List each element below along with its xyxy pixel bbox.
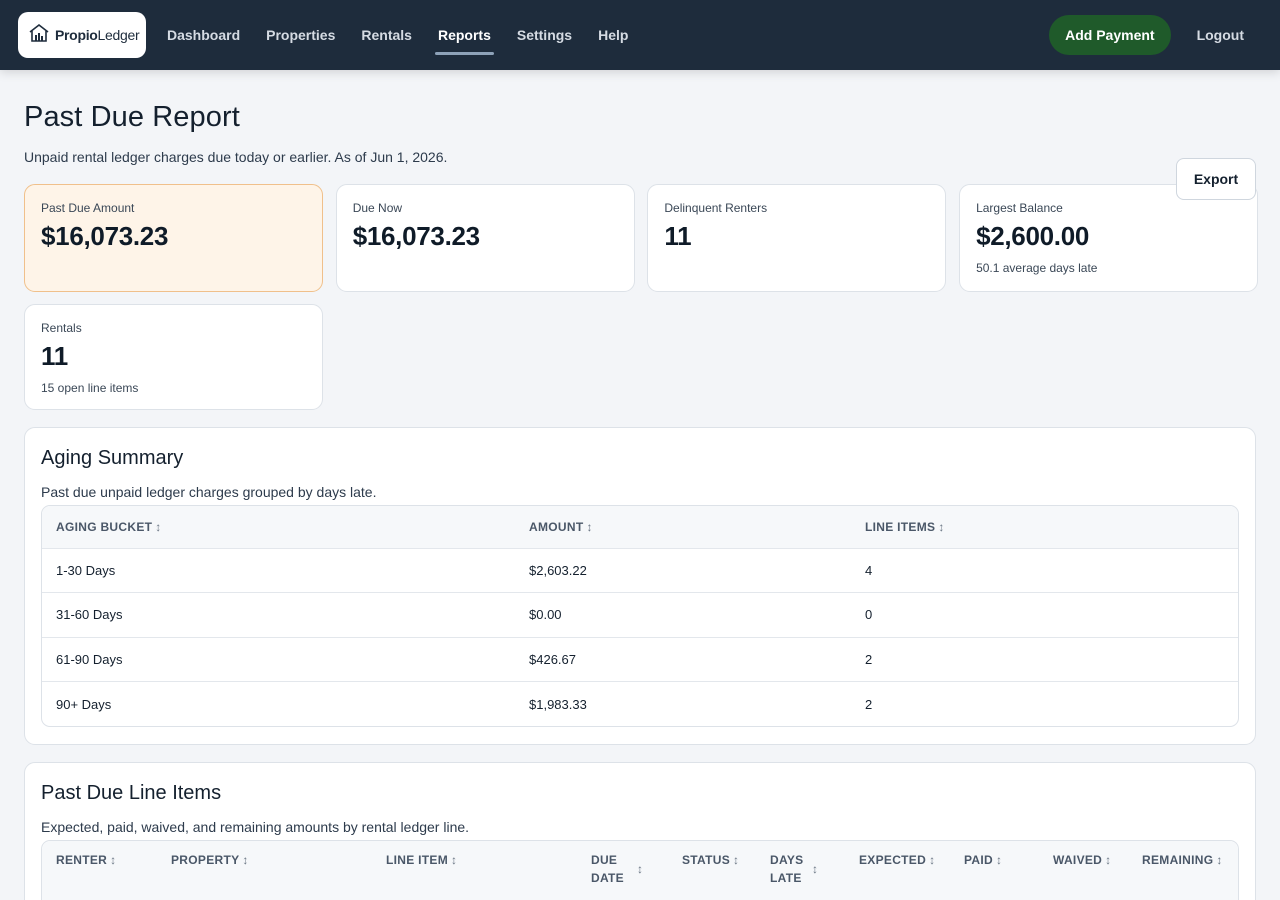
line-items-table: RENTER ↕ PROPERTY ↕ LINE ITEM ↕ DUE DATE ↕ ST… — [41, 840, 1239, 900]
logo[interactable]: PropioLedger — [18, 12, 146, 58]
sort-arrows-icon: ↕ — [812, 862, 819, 876]
sort-arrows-icon: ↕ — [938, 519, 945, 534]
sort-arrows-icon: ↕ — [929, 853, 936, 867]
column-header-renter[interactable]: RENTER ↕ — [56, 853, 117, 867]
line-items-header-row: RENTER ↕ PROPERTY ↕ LINE ITEM ↕ DUE DATE ↕ ST… — [42, 841, 1238, 900]
column-header-due-date[interactable]: DUE DATE ↕ — [591, 853, 644, 885]
column-header-property[interactable]: PROPERTY ↕ — [171, 853, 249, 867]
cell-line-items: 4 — [851, 547, 1238, 593]
column-header-line-item[interactable]: LINE ITEM ↕ — [386, 853, 458, 867]
stats-grid: Past Due Amount $16,073.23 Due Now $16,0… — [24, 184, 1259, 410]
line-items-title: Past Due Line Items — [41, 782, 222, 804]
add-payment-button[interactable]: Add Payment — [1049, 15, 1171, 55]
stat-card-delinquent-renters: Delinquent Renters 11 — [647, 184, 947, 292]
export-button[interactable]: Export — [1176, 158, 1256, 200]
stat-label: Largest Balance — [976, 201, 1063, 215]
stat-value: 11 — [41, 341, 68, 371]
stat-label: Due Now — [352, 201, 403, 215]
sort-arrows-icon: ↕ — [1105, 853, 1112, 867]
cell-amount: $2,603.22 — [515, 547, 851, 593]
aging-summary-title: Aging Summary — [41, 447, 184, 469]
line-items-subtitle: Expected, paid, waived, and remaining am… — [41, 819, 470, 835]
nav-links: Dashboard Properties Rentals Reports Set… — [154, 15, 641, 55]
page-title: Past Due Report — [24, 101, 240, 133]
sort-arrows-icon: ↕ — [1216, 853, 1223, 867]
stat-value: $2,600.00 — [976, 221, 1090, 251]
stat-note: 15 open line items — [41, 381, 139, 395]
stat-note: 50.1 average days late — [976, 261, 1098, 275]
nav-help[interactable]: Help — [598, 27, 629, 43]
top-nav: PropioLedger Dashboard Properties Rental… — [0, 0, 1280, 70]
stat-card-due-now: Due Now $16,073.23 — [335, 184, 635, 292]
cell-line-items: 2 — [851, 681, 1238, 726]
cell-amount: $426.67 — [515, 636, 851, 682]
column-header-status[interactable]: STATUS ↕ — [682, 853, 740, 867]
stat-card-largest-balance: Largest Balance $2,600.00 50.1 average d… — [959, 184, 1259, 292]
cell-bucket: 1-30 Days — [42, 547, 515, 593]
nav-properties[interactable]: Properties — [266, 27, 336, 43]
nav-reports[interactable]: Reports — [425, 15, 504, 55]
cell-line-items: 0 — [851, 592, 1238, 637]
stat-label: Delinquent Renters — [664, 201, 768, 215]
column-header-aging-bucket[interactable]: AGING BUCKET ↕ — [42, 506, 515, 548]
sort-arrows-icon: ↕ — [637, 862, 644, 876]
column-header-remaining[interactable]: REMAINING ↕ — [1142, 853, 1223, 867]
sort-arrows-icon: ↕ — [586, 519, 593, 534]
column-header-amount[interactable]: AMOUNT ↕ — [515, 506, 851, 548]
sort-arrows-icon: ↕ — [110, 853, 117, 867]
column-header-expected[interactable]: EXPECTED ↕ — [859, 853, 936, 867]
aging-table: AGING BUCKET ↕ AMOUNT ↕ LINE ITEMS ↕ 1-30 D… — [41, 505, 1239, 727]
stat-value: 11 — [664, 221, 692, 251]
stat-label: Rentals — [41, 321, 82, 335]
past-due-line-items-panel: Past Due Line Items Expected, paid, waiv… — [24, 762, 1256, 900]
cell-bucket: 61-90 Days — [42, 636, 515, 682]
stat-card-rentals: Rentals 11 15 open line items — [24, 304, 323, 410]
sort-arrows-icon: ↕ — [995, 853, 1003, 867]
page-subtitle: Unpaid rental ledger charges due today o… — [24, 149, 448, 165]
stat-value: $16,073.23 — [352, 221, 480, 251]
table-row: 90+ Days $1,983.33 2 — [42, 681, 1238, 726]
table-row: 1-30 Days $2,603.22 4 — [42, 547, 1238, 593]
cell-amount: $0.00 — [515, 592, 851, 637]
nav-rentals[interactable]: Rentals — [361, 27, 412, 43]
column-header-days-late[interactable]: DAYS LATE ↕ — [770, 853, 819, 885]
cell-bucket: 31-60 Days — [42, 592, 515, 637]
sort-arrows-icon: ↕ — [155, 519, 162, 534]
aging-summary-panel: Aging Summary Past due unpaid ledger cha… — [24, 427, 1256, 745]
sort-arrows-icon: ↕ — [242, 853, 249, 867]
stat-card-past-due-amount: Past Due Amount $16,073.23 — [24, 184, 323, 292]
sort-arrows-icon: ↕ — [733, 853, 740, 867]
cell-amount: $1,983.33 — [515, 681, 851, 726]
column-header-line-items[interactable]: LINE ITEMS ↕ — [851, 506, 1238, 548]
nav-dashboard[interactable]: Dashboard — [167, 27, 241, 43]
nav-settings[interactable]: Settings — [516, 27, 573, 43]
table-row: 31-60 Days $0.00 0 — [42, 592, 1238, 637]
sort-arrows-icon: ↕ — [451, 853, 458, 867]
stat-value: $16,073.23 — [41, 221, 169, 251]
column-header-waived[interactable]: WAIVED ↕ — [1053, 853, 1112, 867]
logout-button[interactable]: Logout — [1196, 27, 1244, 43]
brand-name: PropioLedger — [55, 27, 140, 43]
aging-summary-subtitle: Past due unpaid ledger charges grouped b… — [41, 484, 377, 500]
stat-label: Past Due Amount — [41, 201, 135, 215]
cell-bucket: 90+ Days — [42, 681, 515, 726]
column-header-paid[interactable]: PAID ↕ — [964, 853, 1003, 867]
house-chart-icon — [28, 22, 50, 49]
cell-line-items: 2 — [851, 636, 1238, 682]
table-row: 61-90 Days $426.67 2 — [42, 636, 1238, 682]
